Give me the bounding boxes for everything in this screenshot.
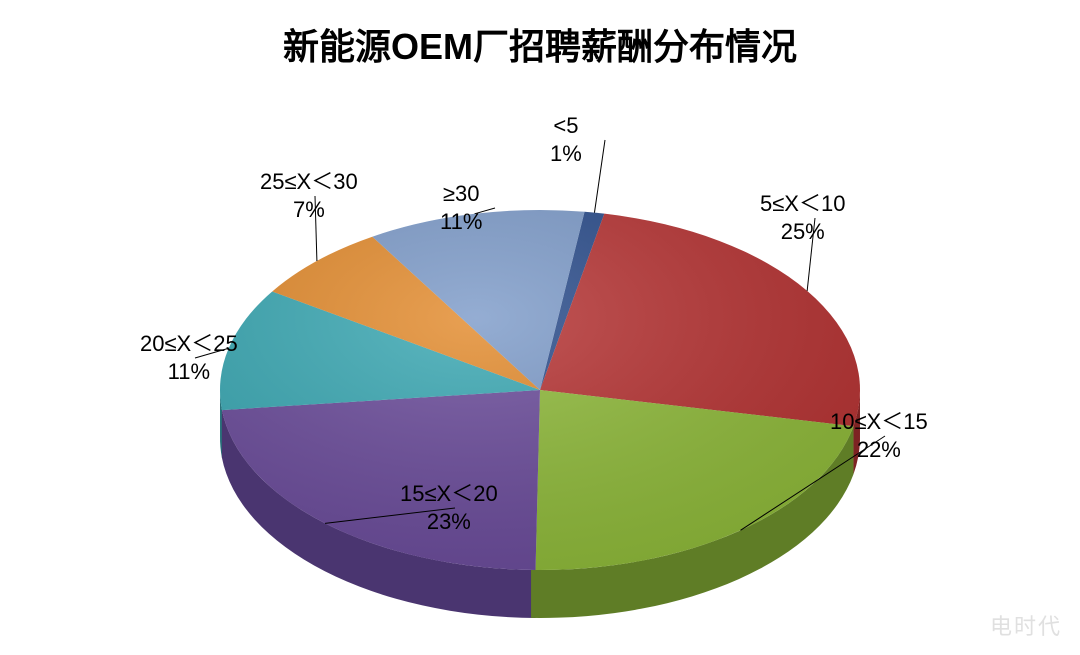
leader-line-lt5 [594,140,605,213]
slice-label-percent: 22% [830,436,928,464]
slice-label-range: ≥30 [440,180,482,208]
slice-label-gte30: ≥3011% [440,180,482,235]
slice-label-percent: 11% [440,208,482,236]
slice-label-20to25: 20≤X＜2511% [140,330,238,385]
slice-label-25to30: 25≤X＜307% [260,168,358,223]
slice-label-percent: 23% [400,508,498,536]
slice-label-range: <5 [550,112,582,140]
slice-label-15to20: 15≤X＜2023% [400,480,498,535]
slice-label-percent: 25% [760,218,845,246]
slice-label-percent: 11% [140,358,238,386]
slice-label-range: 10≤X＜15 [830,408,928,436]
pie-highlight [220,210,860,570]
slice-label-range: 15≤X＜20 [400,480,498,508]
slice-label-10to15: 10≤X＜1522% [830,408,928,463]
pie-chart-svg [0,0,1080,655]
slice-label-percent: 7% [260,196,358,224]
slice-label-range: 5≤X＜10 [760,190,845,218]
slice-label-5to10: 5≤X＜1025% [760,190,845,245]
chart-container: 新能源OEM厂招聘薪酬分布情况 电时代 <51%5≤X＜1025%10≤X＜15… [0,0,1080,655]
slice-label-range: 25≤X＜30 [260,168,358,196]
slice-label-lt5: <51% [550,112,582,167]
slice-label-range: 20≤X＜25 [140,330,238,358]
slice-label-percent: 1% [550,140,582,168]
watermark-text: 电时代 [990,609,1062,641]
